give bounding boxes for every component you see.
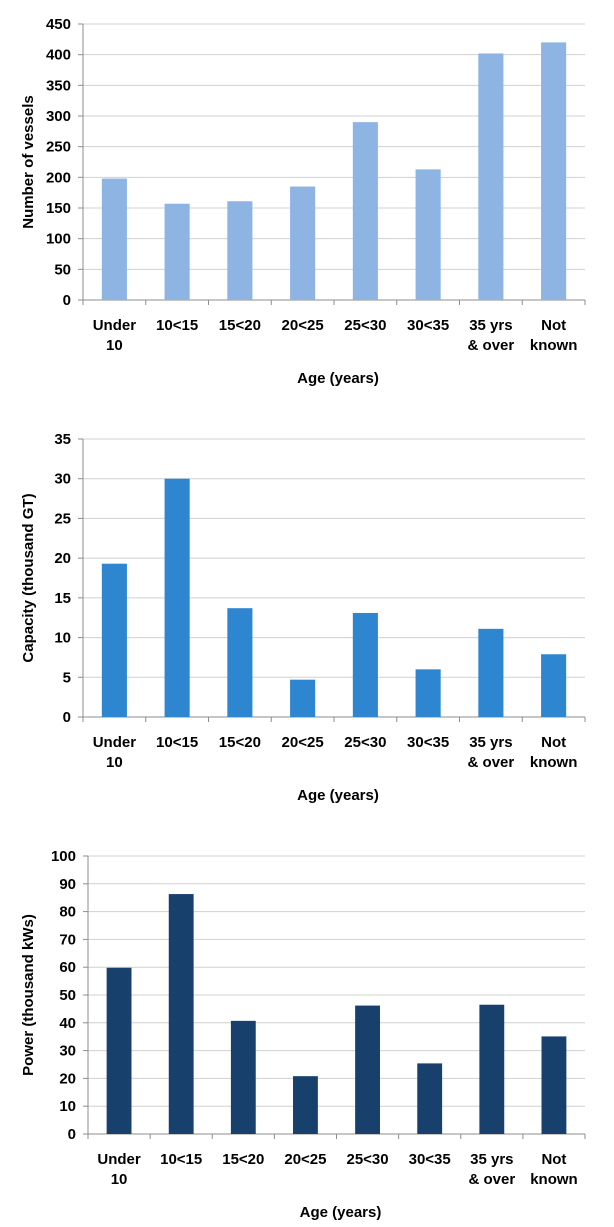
- x-tick-label: 30<35: [407, 734, 449, 751]
- bar: [355, 1005, 380, 1134]
- y-tick-label: 90: [59, 876, 76, 893]
- y-tick-label: 350: [46, 77, 71, 94]
- y-tick-label: 35: [54, 431, 71, 448]
- x-tick-label: 25<30: [344, 734, 386, 751]
- y-tick-label: 25: [54, 510, 71, 527]
- y-tick-label: 5: [63, 669, 71, 686]
- bar: [541, 42, 567, 301]
- bar: [290, 186, 316, 300]
- bar: [164, 203, 190, 300]
- bar: [352, 612, 378, 717]
- x-tick-label: Not known: [530, 734, 578, 771]
- bar: [415, 669, 441, 717]
- bar: [478, 53, 504, 300]
- power-chart: 0 10 20 30 40 50 60 70 80 90 100 Under 10 10<15 15<20 2…: [0, 830, 614, 1227]
- y-tick-label: 0: [63, 292, 71, 309]
- bar: [293, 1076, 318, 1134]
- x-tick-label: Under 10: [97, 1151, 141, 1188]
- y-tick-label: 70: [59, 931, 76, 948]
- x-tick-label: Not known: [530, 1151, 578, 1188]
- y-tick-label: 100: [51, 848, 76, 865]
- y-tick-label: 50: [54, 261, 71, 278]
- bar: [227, 608, 253, 717]
- y-tick-label: 40: [59, 1015, 76, 1032]
- x-axis-title: Age (years): [300, 1204, 382, 1221]
- x-tick-label: 35 yrs & over: [468, 1151, 515, 1188]
- y-tick-label: 100: [46, 231, 71, 248]
- bar: [101, 563, 127, 717]
- x-tick-label: 35 yrs & over: [468, 317, 515, 354]
- x-axis-title: Age (years): [297, 370, 379, 387]
- y-tick-label: 200: [46, 169, 71, 186]
- y-axis-title: Number of vessels: [20, 95, 37, 228]
- bar: [101, 178, 127, 300]
- bar: [352, 122, 378, 300]
- y-axis-title: Power (thousand kWs): [20, 914, 37, 1076]
- power-chart-svg: 0 10 20 30 40 50 60 70 80 90 100 Under 10 10<15 15<20 2…: [20, 848, 586, 1221]
- x-tick-label: 15<20: [219, 317, 261, 334]
- y-tick-label: 150: [46, 200, 71, 217]
- y-axis-title: Capacity (thousand GT): [20, 493, 37, 662]
- x-tick-label: 15<20: [222, 1151, 264, 1168]
- bar: [164, 478, 190, 717]
- x-tick-label: 25<30: [346, 1151, 388, 1168]
- x-tick-label: Not known: [530, 317, 578, 354]
- x-tick-label: Under 10: [93, 317, 137, 354]
- y-tick-label: 80: [59, 904, 76, 921]
- x-tick-label: 30<35: [407, 317, 449, 334]
- y-tick-label: 10: [59, 1098, 76, 1115]
- y-tick-label: 0: [63, 709, 71, 726]
- bar: [168, 894, 194, 1134]
- x-axis-title: Age (years): [297, 787, 379, 804]
- y-tick-label: 20: [54, 550, 71, 567]
- bar: [290, 679, 316, 717]
- x-tick-label: 10<15: [156, 734, 198, 751]
- capacity-chart-svg: 0 5 10 15 20 25 30 35 Under 10 10<15 15<20 20<25 25<3…: [20, 431, 586, 804]
- bar: [415, 169, 441, 300]
- x-tick-label: 10<15: [156, 317, 198, 334]
- y-tick-label: 300: [46, 108, 71, 125]
- y-tick-label: 20: [59, 1070, 76, 1087]
- bar: [541, 1036, 567, 1134]
- bar: [227, 201, 253, 300]
- bar: [479, 1004, 505, 1134]
- x-tick-label: 25<30: [344, 317, 386, 334]
- y-tick-label: 60: [59, 959, 76, 976]
- vessels-chart: 0 50 100 150 200 250 300 350 400 450 Under 10 10<15 1…: [0, 0, 614, 400]
- bar: [541, 654, 567, 717]
- x-tick-label: 15<20: [219, 734, 261, 751]
- x-tick-label: 35 yrs & over: [468, 734, 515, 771]
- bar: [106, 967, 132, 1134]
- y-tick-label: 250: [46, 139, 71, 156]
- bar: [478, 628, 504, 717]
- y-tick-label: 10: [54, 630, 71, 647]
- y-tick-label: 15: [54, 590, 71, 607]
- x-tick-label: 20<25: [282, 734, 324, 751]
- bar: [230, 1020, 256, 1134]
- vessels-chart-svg: 0 50 100 150 200 250 300 350 400 450 Under 10 10<15 1…: [20, 16, 586, 387]
- y-tick-label: 450: [46, 16, 71, 33]
- x-tick-label: 10<15: [160, 1151, 202, 1168]
- y-tick-label: 30: [59, 1043, 76, 1060]
- capacity-chart: 0 5 10 15 20 25 30 35 Under 10 10<15 15<20 20<25 25<3…: [0, 415, 614, 815]
- x-tick-label: 20<25: [282, 317, 324, 334]
- y-tick-label: 400: [46, 47, 71, 64]
- x-tick-label: Under 10: [93, 734, 137, 771]
- x-tick-label: 30<35: [409, 1151, 451, 1168]
- x-tick-label: 20<25: [284, 1151, 326, 1168]
- y-tick-label: 30: [54, 471, 71, 488]
- y-tick-label: 0: [68, 1126, 76, 1143]
- y-tick-label: 50: [59, 987, 76, 1004]
- bar: [417, 1063, 443, 1134]
